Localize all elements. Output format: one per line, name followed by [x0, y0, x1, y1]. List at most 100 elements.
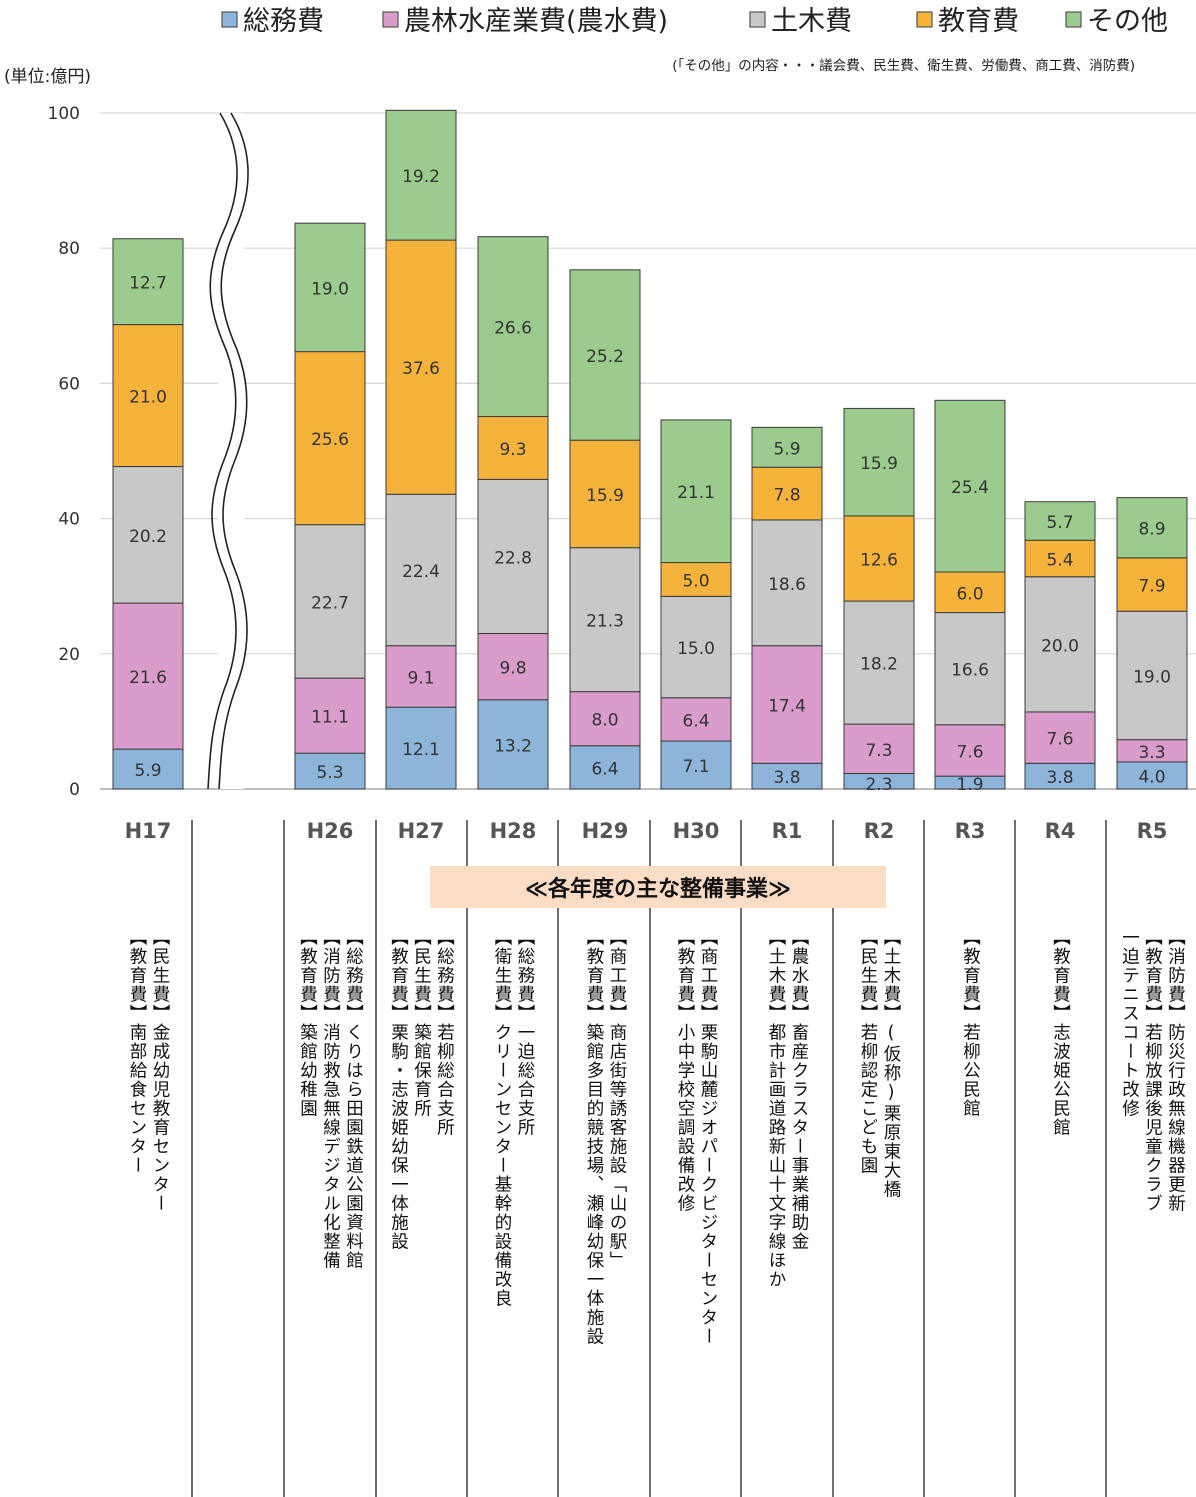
bar-segment — [843, 600, 915, 725]
y-axis: 0 20 40 60 80 100 — [48, 104, 80, 800]
data-label: 8.0 — [591, 711, 618, 731]
bar-segment — [843, 515, 915, 602]
bar-segment — [385, 645, 457, 708]
bar-segment — [751, 762, 823, 790]
data-label: 3.3 — [1138, 743, 1165, 763]
project-line: 【土木費】(仮称)栗原東大橋 — [881, 928, 901, 1199]
data-label: 22.4 — [402, 562, 440, 582]
data-label: 17.4 — [768, 697, 806, 717]
bar-segment — [385, 109, 457, 241]
data-label: 5.7 — [1046, 513, 1073, 533]
project-line: 【農水費】畜産クラスター事業補助金 — [789, 928, 809, 1251]
year-header: H26 — [307, 819, 354, 843]
legend-label: 総務費 — [243, 6, 324, 37]
bar-segment — [660, 595, 732, 699]
project-description: 【教育費】若柳公民館 — [959, 928, 982, 1118]
data-label: 3.8 — [1046, 768, 1073, 788]
legend-swatch — [916, 11, 933, 28]
project-description: 【教育費】志波姫公民館 — [1049, 928, 1072, 1137]
data-label: 12.1 — [402, 740, 440, 760]
data-label: 25.6 — [311, 430, 349, 450]
project-line: 【教育費】築館多目的競技場、瀬峰幼保一体施設 — [584, 928, 604, 1346]
project-line: 【総務費】一迫総合支所 — [515, 928, 535, 1137]
data-label: 7.1 — [682, 757, 709, 777]
data-label: 19.0 — [1133, 667, 1171, 687]
bar-segment — [751, 519, 823, 647]
bar-segment — [1116, 497, 1188, 559]
year-header: H27 — [398, 819, 445, 843]
axis-break-mask — [218, 113, 244, 789]
axis-break — [207, 112, 249, 790]
bar-segment — [112, 602, 184, 750]
axis-break-line — [207, 112, 238, 790]
project-line: 【教育費】小中学校空調設備改修 — [675, 928, 695, 1213]
data-label: 13.2 — [494, 736, 532, 756]
year-header: R2 — [864, 819, 895, 843]
bar-segment — [112, 748, 184, 790]
project-line: 【衛生費】クリーンセンター基幹的設備改良 — [492, 928, 512, 1308]
legend-label: その他 — [1087, 6, 1168, 37]
project-description: 【農水費】畜産クラスター事業補助金 【土木費】都市計画道路新山十文字線ほか — [764, 928, 810, 1289]
data-label: 1.9 — [956, 775, 983, 795]
data-label: 5.4 — [1046, 550, 1073, 570]
data-label: 15.9 — [586, 486, 624, 506]
bar-segment — [569, 547, 641, 693]
data-label: 15.9 — [860, 454, 898, 474]
bar-segment — [294, 524, 366, 679]
data-label: 6.4 — [682, 711, 709, 731]
project-description: 【商工費】商店街等誘客施設「山の駅」 【教育費】築館多目的競技場、瀬峰幼保一体施設 — [582, 928, 628, 1346]
project-line: 【教育費】南部給食センター — [127, 928, 147, 1175]
project-line: 【商工費】栗駒山麓ジオパークビジターセンター — [698, 928, 718, 1346]
legend-swatch — [382, 11, 399, 28]
legend-swatch — [221, 11, 238, 28]
y-tick-label: 0 — [69, 780, 80, 800]
bar-segment — [1024, 576, 1096, 713]
data-label: 37.6 — [402, 359, 440, 379]
y-tick-label: 100 — [48, 104, 80, 124]
projects-heading: ≪各年度の主な整備事業≫ — [430, 866, 886, 908]
bar-segment — [385, 706, 457, 790]
y-tick-label: 20 — [58, 645, 80, 665]
bar-segment — [934, 571, 1006, 614]
bar-segment — [477, 236, 549, 418]
year-header: R4 — [1045, 819, 1076, 843]
data-label: 26.6 — [494, 319, 532, 339]
project-line: 【民生費】金成幼児教育センター — [150, 928, 170, 1213]
data-label: 7.6 — [956, 742, 983, 762]
legend-swatch — [1065, 11, 1082, 28]
bar-segment — [660, 419, 732, 564]
year-header: R5 — [1137, 819, 1168, 843]
bar-segment — [660, 697, 732, 742]
legend: 総務費 農林水産業費(農水費) 土木費 教育費 その他 — [221, 6, 1168, 37]
bar-segment — [751, 426, 823, 468]
data-label: 8.9 — [1138, 520, 1165, 540]
data-label: 15.0 — [677, 639, 715, 659]
project-description: 【総務費】くりはら田園鉄道公園資料館 【消防費】消防救急無線デジタル化整備 【教育費… — [296, 928, 365, 1270]
project-line: 【教育費】若柳公民館 — [960, 928, 981, 1118]
data-label: 18.6 — [768, 575, 806, 595]
data-label: 9.8 — [499, 659, 526, 679]
project-description: 【総務費】一迫総合支所 【衛生費】クリーンセンター基幹的設備改良 — [490, 928, 536, 1308]
data-label: 2.3 — [865, 775, 892, 795]
legend-label: 教育費 — [938, 6, 1019, 37]
bar-segment — [1116, 761, 1188, 790]
project-description: 【商工費】栗駒山麓ジオパークビジターセンター 【教育費】小中学校空調設備改修 — [673, 928, 719, 1346]
project-line: 【教育費】若柳放課後児童クラブ — [1142, 928, 1163, 1213]
bars: 5.9 21.6 20.2 21.0 12.7 5.3 11.1 22.7 25.6 19.0 12… — [112, 109, 1188, 795]
data-label: 25.2 — [586, 347, 624, 367]
year-header: R3 — [955, 819, 986, 843]
year-header: H29 — [582, 819, 629, 843]
data-label: 19.2 — [402, 167, 440, 187]
project-description: 【土木費】(仮称)栗原東大橋 【民生費】若柳認定こども園 — [856, 928, 902, 1199]
axis-break-line — [218, 112, 249, 790]
data-label: 5.9 — [134, 761, 161, 781]
project-line: 【民生費】若柳認定こども園 — [858, 928, 878, 1175]
project-line: 【教育費】栗駒・志波姫幼保一体施設 — [388, 928, 409, 1251]
data-label: 20.0 — [1041, 636, 1079, 656]
year-header: H17 — [125, 819, 172, 843]
legend-swatch — [749, 11, 766, 28]
project-description: 【総務費】若柳総合支所 【民生費】築館保育所 【教育費】栗駒・志波姫幼保一体施設 — [387, 928, 456, 1251]
bar-segment — [1116, 610, 1188, 741]
legend-label: 土木費 — [771, 6, 852, 37]
